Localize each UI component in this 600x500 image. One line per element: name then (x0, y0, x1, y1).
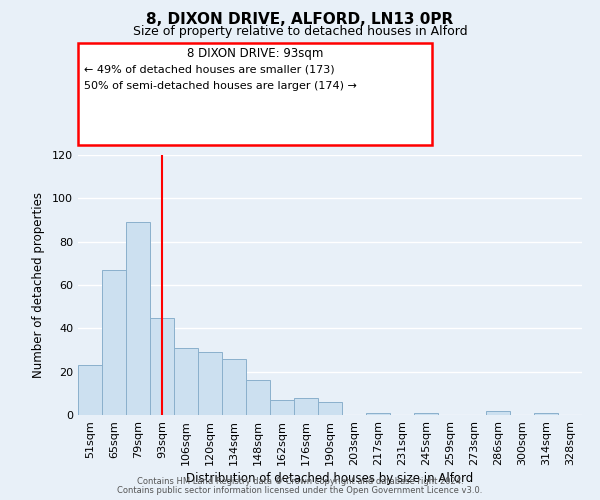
Text: Size of property relative to detached houses in Alford: Size of property relative to detached ho… (133, 25, 467, 38)
Bar (414, 413, 438, 415)
Bar (486, 410, 510, 415)
Bar (222, 358, 246, 415)
Bar (366, 413, 390, 415)
Bar (294, 398, 318, 415)
Text: Contains HM Land Registry data © Crown copyright and database right 2024.: Contains HM Land Registry data © Crown c… (137, 477, 463, 486)
Bar (126, 222, 150, 415)
Bar (150, 318, 174, 415)
Text: Contains public sector information licensed under the Open Government Licence v3: Contains public sector information licen… (118, 486, 482, 495)
Bar (174, 348, 198, 415)
Bar (102, 270, 126, 415)
Bar (534, 413, 558, 415)
Bar (78, 365, 102, 415)
X-axis label: Distribution of detached houses by size in Alford: Distribution of detached houses by size … (187, 472, 473, 485)
Y-axis label: Number of detached properties: Number of detached properties (32, 192, 45, 378)
Text: 8, DIXON DRIVE, ALFORD, LN13 0PR: 8, DIXON DRIVE, ALFORD, LN13 0PR (146, 12, 454, 28)
Bar (270, 400, 294, 415)
Text: 8 DIXON DRIVE: 93sqm: 8 DIXON DRIVE: 93sqm (187, 48, 323, 60)
Text: 50% of semi-detached houses are larger (174) →: 50% of semi-detached houses are larger (… (84, 82, 357, 92)
Bar (198, 352, 222, 415)
Text: ← 49% of detached houses are smaller (173): ← 49% of detached houses are smaller (17… (84, 65, 335, 75)
Bar (246, 380, 270, 415)
Bar (318, 402, 342, 415)
